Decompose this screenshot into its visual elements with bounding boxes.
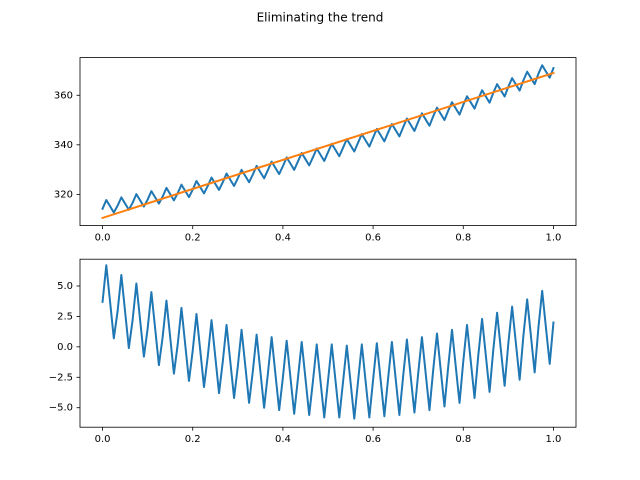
plot-area xyxy=(101,64,555,220)
x-tick-label: 0.0 xyxy=(95,233,111,244)
data-line xyxy=(101,64,555,214)
x-tick-label: 0.8 xyxy=(455,233,471,244)
x-tick-label: 0.8 xyxy=(455,434,471,445)
x-tick-label: 1.0 xyxy=(546,233,562,244)
y-tick-label: 2.5 xyxy=(57,311,73,322)
y-tick-label: 5.0 xyxy=(57,281,73,292)
axes-frame xyxy=(79,57,577,226)
data-line xyxy=(101,71,555,220)
x-tick-label: 0.6 xyxy=(365,233,381,244)
plot-area xyxy=(101,264,555,420)
figure-title: Eliminating the trend xyxy=(257,11,384,25)
x-tick-label: 0.0 xyxy=(95,434,111,445)
y-tick-label: 360 xyxy=(54,90,73,101)
y-tick-label: 0.0 xyxy=(57,342,73,353)
y-tick-label: 320 xyxy=(54,189,73,200)
x-tick-label: 0.4 xyxy=(275,233,291,244)
y-tick-label: −2.5 xyxy=(49,372,73,383)
x-tick-label: 1.0 xyxy=(546,434,562,445)
data-line xyxy=(101,264,555,420)
x-tick-label: 0.6 xyxy=(365,434,381,445)
x-tick-label: 0.2 xyxy=(185,233,201,244)
x-tick-label: 0.4 xyxy=(275,434,291,445)
y-tick-label: 340 xyxy=(54,140,73,151)
x-tick-label: 0.2 xyxy=(185,434,201,445)
axes-frame xyxy=(79,258,577,428)
y-tick-label: −5.0 xyxy=(49,403,73,414)
